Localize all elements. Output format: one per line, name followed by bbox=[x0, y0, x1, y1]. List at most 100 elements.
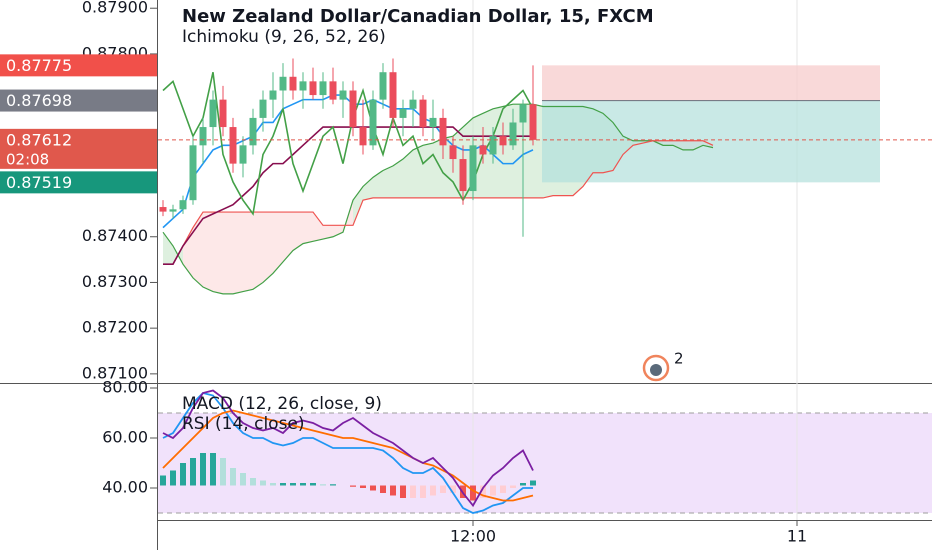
histogram-bar bbox=[230, 468, 236, 486]
cloud bbox=[313, 212, 323, 242]
candle-body bbox=[309, 81, 317, 96]
candle-body bbox=[319, 81, 327, 96]
y-tick-label: 0.87400 bbox=[82, 226, 148, 245]
candle-body bbox=[369, 99, 377, 146]
price-tag-label: 0.87775 bbox=[6, 56, 72, 75]
cloud bbox=[423, 143, 433, 198]
candle-body bbox=[219, 99, 227, 128]
histogram-bar bbox=[220, 458, 226, 486]
histogram-bar bbox=[290, 483, 296, 486]
leading-span-a bbox=[162, 103, 714, 295]
histogram-bar bbox=[210, 453, 216, 486]
candle-body bbox=[249, 117, 257, 146]
cloud bbox=[243, 212, 253, 292]
candle-body bbox=[289, 76, 297, 91]
histogram-bar bbox=[420, 485, 426, 498]
cloud bbox=[293, 212, 303, 251]
cloud bbox=[393, 159, 403, 198]
cloud bbox=[263, 212, 273, 283]
histogram-bar bbox=[370, 485, 376, 491]
cloud bbox=[273, 212, 283, 274]
candle-body bbox=[389, 72, 397, 118]
histogram-bar bbox=[490, 485, 496, 496]
histogram-bar bbox=[250, 478, 256, 486]
candle-body bbox=[179, 200, 187, 210]
y-tick-label: 0.87100 bbox=[82, 363, 148, 382]
histogram-bar bbox=[270, 483, 276, 486]
cloud bbox=[503, 104, 513, 198]
candle-body bbox=[379, 72, 387, 100]
target-zone bbox=[542, 100, 880, 183]
candle-body bbox=[339, 90, 347, 100]
candle-body bbox=[529, 104, 537, 140]
histogram-bar bbox=[350, 485, 356, 487]
price-tag bbox=[0, 89, 157, 112]
cloud bbox=[483, 108, 493, 198]
candle-body bbox=[189, 145, 197, 201]
chart-title: New Zealand Dollar/Canadian Dollar, 15, … bbox=[182, 6, 654, 27]
candle-body bbox=[479, 145, 487, 155]
candle-body bbox=[239, 145, 247, 164]
cloud bbox=[203, 212, 213, 292]
histogram-bar bbox=[280, 483, 286, 486]
x-tick-label: 12:00 bbox=[450, 527, 496, 546]
candle-body bbox=[409, 99, 417, 109]
cloud bbox=[413, 145, 423, 198]
y-tick-label: 0.87300 bbox=[82, 272, 148, 291]
candle-body bbox=[459, 159, 467, 192]
x-tick-label: 11 bbox=[787, 527, 807, 546]
y-tick-label: 80.00 bbox=[102, 378, 148, 397]
indicator-line bbox=[162, 392, 533, 514]
cloud bbox=[183, 227, 193, 278]
histogram-bar bbox=[410, 485, 416, 498]
histogram-bar bbox=[240, 473, 246, 486]
candle-body bbox=[499, 136, 507, 146]
histogram-bar bbox=[190, 458, 196, 486]
ichimoku-line bbox=[163, 126, 533, 265]
price-tag-label: 0.87698 bbox=[6, 91, 72, 110]
candle-body bbox=[449, 145, 457, 160]
histogram-bar bbox=[400, 485, 406, 498]
cloud bbox=[433, 138, 443, 198]
histogram-bar bbox=[520, 483, 526, 486]
histogram-bar bbox=[260, 480, 266, 486]
histogram-bar bbox=[180, 463, 186, 486]
badge-dot bbox=[650, 364, 662, 376]
histogram-bar bbox=[380, 485, 386, 493]
cloud bbox=[373, 170, 383, 198]
histogram-bar bbox=[300, 483, 306, 486]
cloud bbox=[363, 177, 373, 201]
cloud bbox=[353, 186, 363, 226]
current-price-tag bbox=[0, 128, 157, 169]
cloud bbox=[403, 149, 413, 198]
histogram-bar bbox=[470, 485, 476, 501]
histogram-bar bbox=[450, 485, 456, 493]
price-tag bbox=[0, 171, 157, 194]
candle-body bbox=[519, 104, 527, 123]
candle-body bbox=[269, 90, 277, 100]
candle-body bbox=[469, 145, 477, 192]
indicator-line bbox=[162, 389, 534, 508]
candle-body bbox=[329, 81, 337, 100]
y-tick-label: 40.00 bbox=[102, 478, 148, 497]
histogram-bar bbox=[160, 475, 166, 486]
histogram-bar bbox=[320, 484, 326, 486]
indicator-title: Ichimoku (9, 26, 52, 26) bbox=[182, 27, 386, 47]
candle-body bbox=[429, 117, 437, 128]
indicator-title: MACD (12, 26, close, 9) bbox=[182, 394, 382, 414]
indicator-title: RSI (14, close) bbox=[182, 414, 305, 434]
y-tick-label: 0.87200 bbox=[82, 318, 148, 337]
price-tag bbox=[0, 54, 157, 77]
candle-body bbox=[489, 136, 497, 155]
histogram-bar bbox=[510, 485, 516, 488]
candle-body bbox=[399, 108, 407, 118]
cloud bbox=[223, 212, 233, 294]
histogram-bar bbox=[360, 485, 366, 488]
histogram-bar bbox=[330, 484, 336, 486]
candle-body bbox=[209, 99, 217, 128]
candle-body bbox=[349, 90, 357, 128]
candle-body bbox=[419, 99, 427, 128]
candle-body bbox=[279, 76, 287, 91]
price-tag-label: 0.87519 bbox=[6, 173, 72, 192]
